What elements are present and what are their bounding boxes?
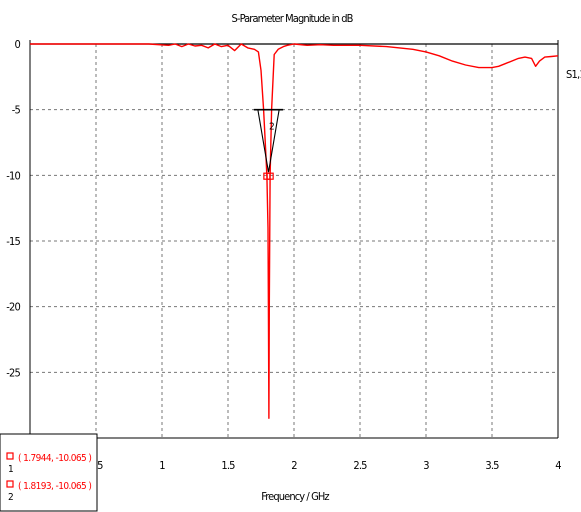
x-tick-label: 2	[291, 459, 297, 472]
legend-marker-icon-2	[6, 480, 14, 488]
marker-annotation: 2	[253, 108, 284, 173]
y-tick-label: 0	[15, 38, 21, 51]
x-tick-labels: 0.511.522.533.54	[89, 459, 562, 472]
chart-title: S-Parameter Magnitude in dB	[232, 12, 354, 25]
series-line-0	[30, 43, 559, 419]
legend-marker-coords: ( 1.8193, -10.065 )	[18, 481, 91, 492]
y-tick-label: -5	[12, 104, 21, 117]
y-tick-label: -25	[6, 366, 20, 379]
x-tick-label: 3	[423, 459, 429, 472]
y-tick-labels: 0 -5 -10 -15 -20 -25	[6, 38, 21, 379]
legend-marker-icon-1	[6, 452, 14, 460]
x-tick-label: 2.5	[353, 459, 367, 472]
marker-annotation-text: 2	[269, 122, 274, 133]
grid-lines	[30, 44, 558, 438]
legend-frame	[0, 433, 98, 512]
x-tick-label: 3.5	[485, 459, 499, 472]
x-tick-label: 4	[555, 459, 561, 472]
legend-marker-id: 2	[8, 492, 13, 503]
series-label: S1,1	[566, 68, 581, 81]
legend-marker-id: 1	[8, 464, 13, 475]
x-tick-label: 1.5	[221, 459, 235, 472]
y-tick-label: -20	[6, 301, 20, 314]
legend-marker-coords: ( 1.7944, -10.065 )	[18, 453, 91, 464]
marker-triangle	[257, 109, 280, 173]
marker-point-2	[266, 172, 274, 180]
y-tick-label: -10	[6, 169, 20, 182]
series-layer: S1,1	[30, 43, 581, 419]
x-tick-label: 1	[159, 459, 165, 472]
marker-points	[263, 172, 274, 180]
y-tick-label: -15	[6, 235, 20, 248]
x-axis-label: Frequency / GHz	[261, 490, 329, 503]
marker-legend-box: 1 ( 1.7944, -10.065 ) 2 ( 1.8193, -10.065 )	[0, 433, 98, 512]
